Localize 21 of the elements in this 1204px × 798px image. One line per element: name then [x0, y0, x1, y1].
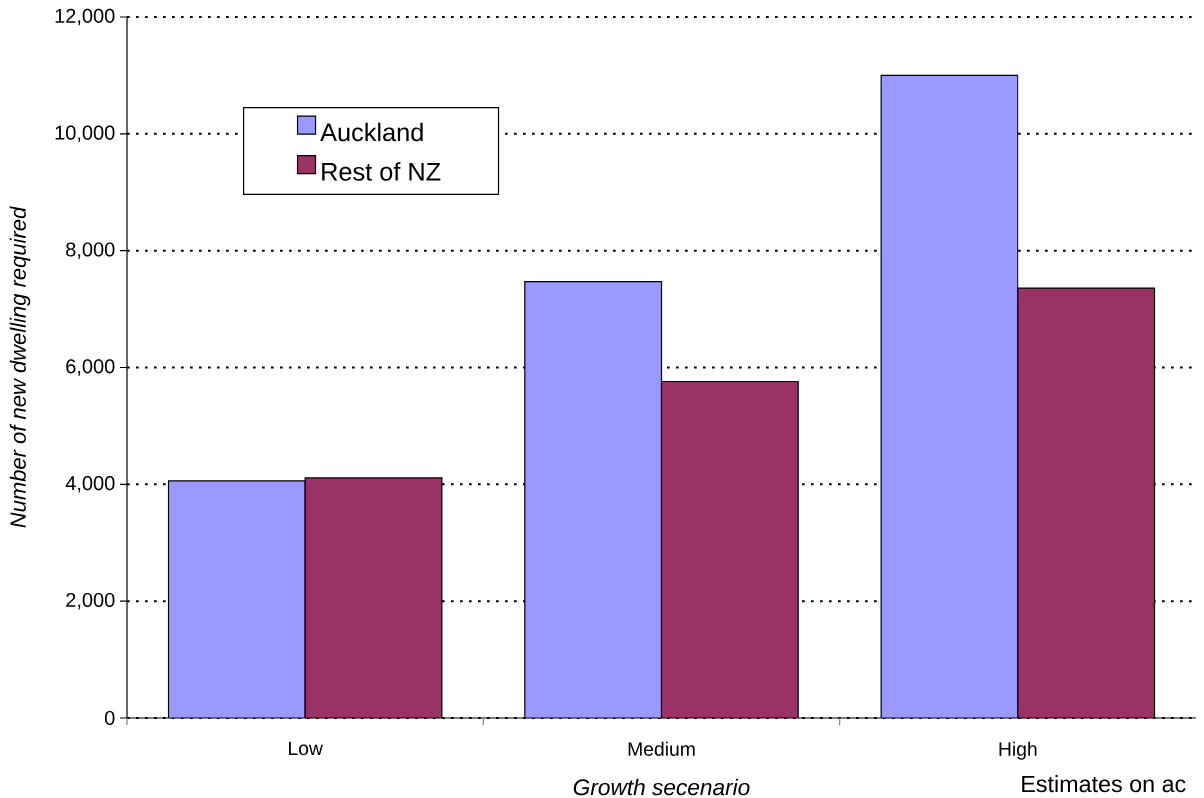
x-tick-label: Low — [289, 741, 323, 756]
legend-label: Auckland — [320, 122, 423, 142]
bar — [880, 74, 1019, 718]
y-tick-label: 2,000 — [66, 592, 115, 610]
x-tick-label: Medium — [628, 741, 695, 756]
bar — [661, 381, 799, 718]
x-tick-label: High — [999, 741, 1037, 760]
x-axis-title: Growth secenario — [573, 778, 750, 796]
bar — [524, 281, 662, 718]
y-tick-label: 0 — [104, 710, 115, 726]
y-tick-label: 12,000 — [55, 8, 115, 26]
legend-label: Rest of NZ — [322, 162, 441, 181]
bar — [168, 480, 306, 718]
y-tick-label: 6,000 — [66, 359, 115, 376]
y-axis-title: Number of new dwelling required — [9, 206, 31, 528]
bar — [305, 477, 442, 718]
bar — [1017, 287, 1156, 718]
y-tick-label: 4,000 — [65, 476, 115, 493]
text: Estimates on ac — [1022, 775, 1186, 793]
y-tick-label: 8,000 — [66, 242, 115, 259]
y-tick-label: 10,000 — [55, 125, 115, 143]
